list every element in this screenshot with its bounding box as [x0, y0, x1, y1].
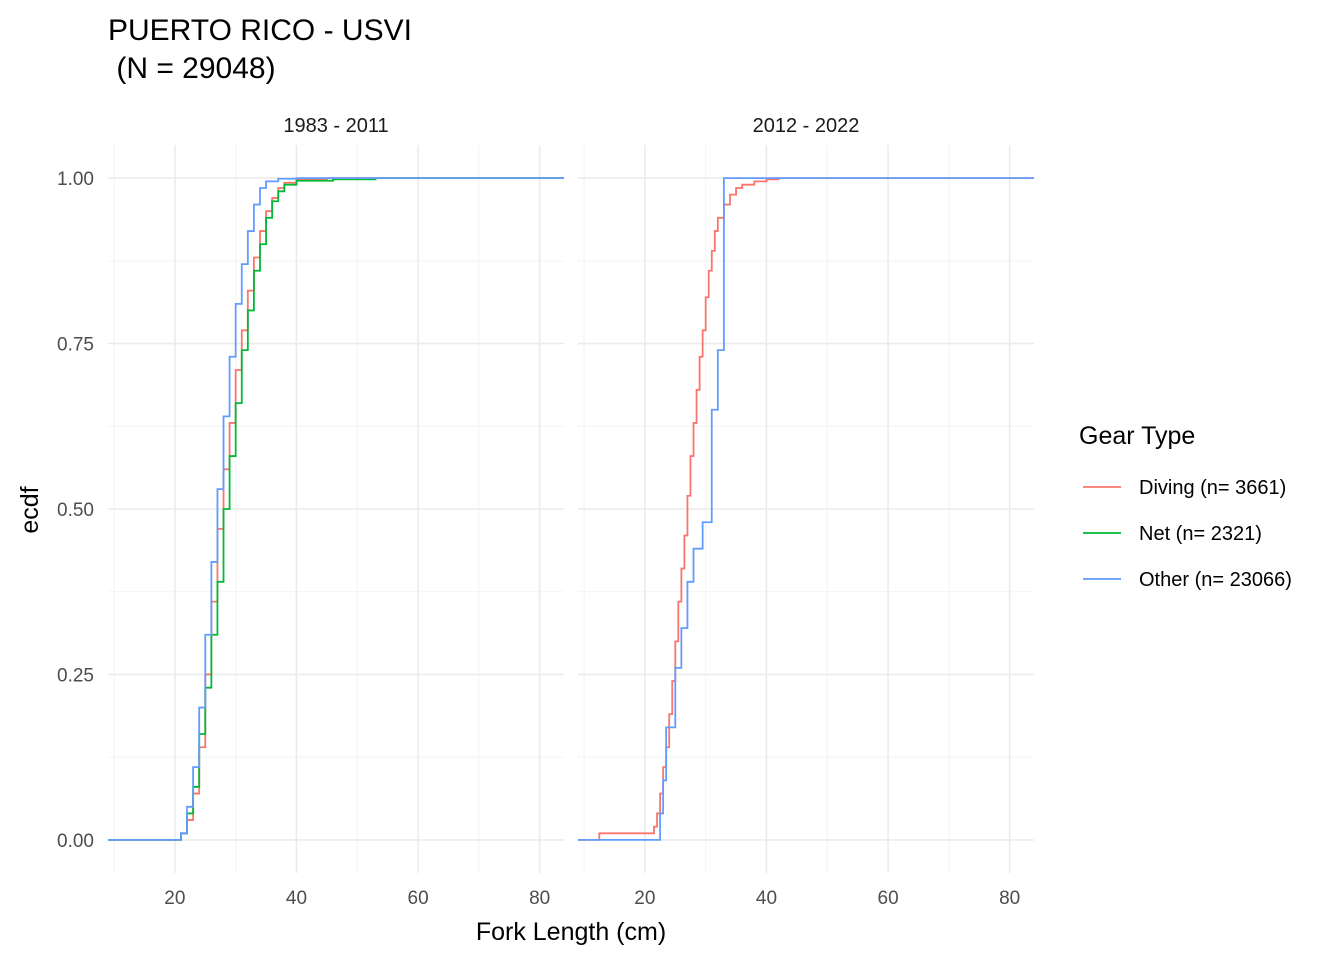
legend-label-diving: Diving (n= 3661) — [1139, 477, 1286, 499]
panel-1-x-tick-label: 80 — [529, 888, 550, 909]
panel-2-x-tick-label: 20 — [634, 888, 655, 909]
panel-1-series — [108, 177, 564, 841]
panel-1-x-tick-label: 40 — [286, 888, 307, 909]
panel-1-series-other — [108, 177, 564, 841]
panel-1: 1983 - 2011 20 40 60 80 — [108, 115, 564, 909]
y-axis-title: ecdf — [16, 486, 44, 533]
panel-2-series-other — [578, 177, 1034, 841]
y-tick-label: 1.00 — [57, 169, 94, 190]
panel-1-series-net — [108, 177, 564, 841]
chart-title-line-2: (N = 29048) — [108, 52, 276, 85]
panel-2-strip: 2012 - 2022 — [753, 115, 860, 137]
panel-2-grid — [578, 145, 1034, 873]
panel-2-x-ticks: 20 40 60 80 — [634, 888, 1020, 909]
y-tick-label: 0.00 — [57, 831, 94, 852]
y-tick-label: 0.25 — [57, 665, 94, 686]
legend-title: Gear Type — [1079, 422, 1195, 450]
panel-1-x-tick-label: 20 — [164, 888, 185, 909]
panel-2-x-tick-label: 40 — [756, 888, 777, 909]
legend-label-other: Other (n= 23066) — [1139, 569, 1292, 591]
panel-1-x-tick-label: 60 — [408, 888, 429, 909]
x-axis-title: Fork Length (cm) — [476, 918, 666, 946]
legend-label-net: Net (n= 2321) — [1139, 523, 1262, 545]
panel-2-series-diving — [578, 177, 1034, 841]
legend: Gear Type Diving (n= 3661) Net (n= 2321) O… — [1079, 422, 1292, 591]
y-ticks: 0.00 0.25 0.50 0.75 1.00 — [57, 169, 94, 852]
legend-items: Diving (n= 3661) Net (n= 2321) Other (n= 2… — [1083, 477, 1292, 591]
panel-2-x-tick-label: 60 — [878, 888, 899, 909]
panel-1-strip: 1983 - 2011 — [283, 115, 388, 137]
y-tick-label: 0.75 — [57, 335, 94, 356]
y-tick-label: 0.50 — [57, 500, 94, 521]
panel-2: 2012 - 2022 20 40 60 80 — [578, 115, 1034, 909]
panel-2-x-tick-label: 80 — [999, 888, 1020, 909]
panel-1-x-ticks: 20 40 60 80 — [164, 888, 550, 909]
chart-title-line-1: PUERTO RICO - USVI — [108, 14, 412, 47]
panel-2-series — [578, 177, 1034, 841]
panel-1-grid — [108, 145, 564, 873]
